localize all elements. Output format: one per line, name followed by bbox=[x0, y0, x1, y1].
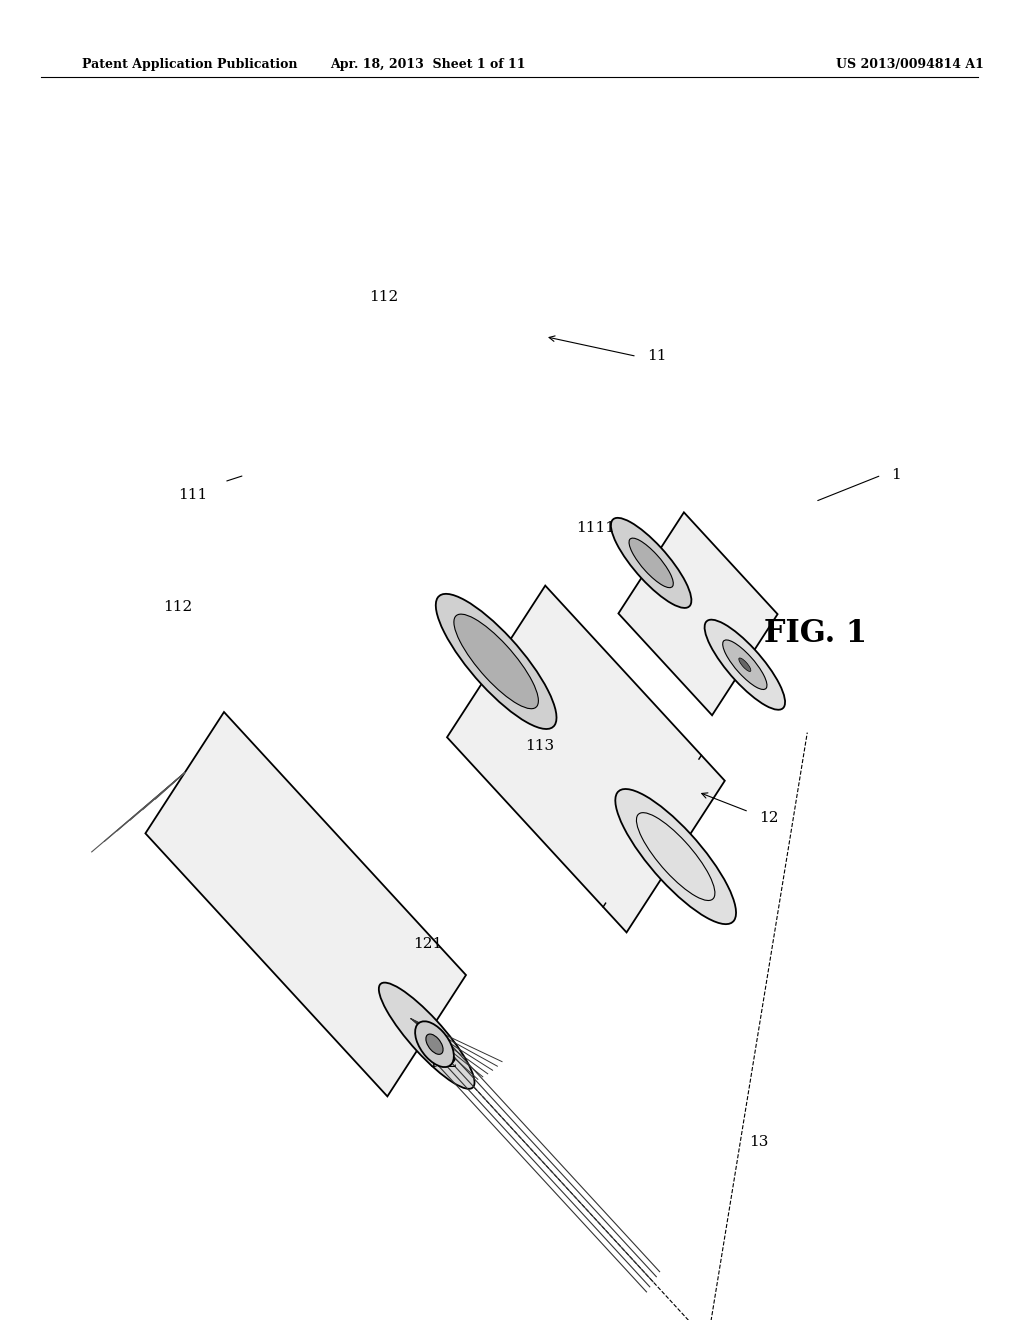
Text: 12: 12 bbox=[759, 812, 778, 825]
Text: US 2013/0094814 A1: US 2013/0094814 A1 bbox=[836, 58, 983, 71]
Ellipse shape bbox=[454, 614, 539, 709]
Polygon shape bbox=[145, 711, 466, 1097]
Ellipse shape bbox=[415, 1022, 454, 1067]
Text: 122: 122 bbox=[428, 1056, 458, 1069]
Ellipse shape bbox=[379, 982, 474, 1089]
Text: 112: 112 bbox=[163, 601, 193, 614]
Text: 111: 111 bbox=[178, 488, 208, 502]
Ellipse shape bbox=[615, 789, 736, 924]
Ellipse shape bbox=[436, 594, 556, 729]
Text: 13: 13 bbox=[749, 1135, 768, 1148]
Polygon shape bbox=[618, 512, 777, 715]
Ellipse shape bbox=[705, 619, 785, 710]
Polygon shape bbox=[447, 586, 725, 932]
Ellipse shape bbox=[723, 640, 767, 689]
Text: 1: 1 bbox=[892, 469, 901, 482]
Text: 113: 113 bbox=[524, 739, 554, 752]
Ellipse shape bbox=[611, 517, 691, 609]
Text: Patent Application Publication: Patent Application Publication bbox=[82, 58, 297, 71]
Text: Apr. 18, 2013  Sheet 1 of 11: Apr. 18, 2013 Sheet 1 of 11 bbox=[330, 58, 525, 71]
Text: 1111: 1111 bbox=[575, 521, 614, 535]
Ellipse shape bbox=[738, 657, 751, 672]
Ellipse shape bbox=[426, 1034, 443, 1055]
Ellipse shape bbox=[629, 539, 674, 587]
Text: 121: 121 bbox=[413, 937, 442, 950]
Text: 112: 112 bbox=[369, 290, 398, 304]
Text: 11: 11 bbox=[647, 350, 667, 363]
Text: FIG. 1: FIG. 1 bbox=[764, 618, 867, 649]
